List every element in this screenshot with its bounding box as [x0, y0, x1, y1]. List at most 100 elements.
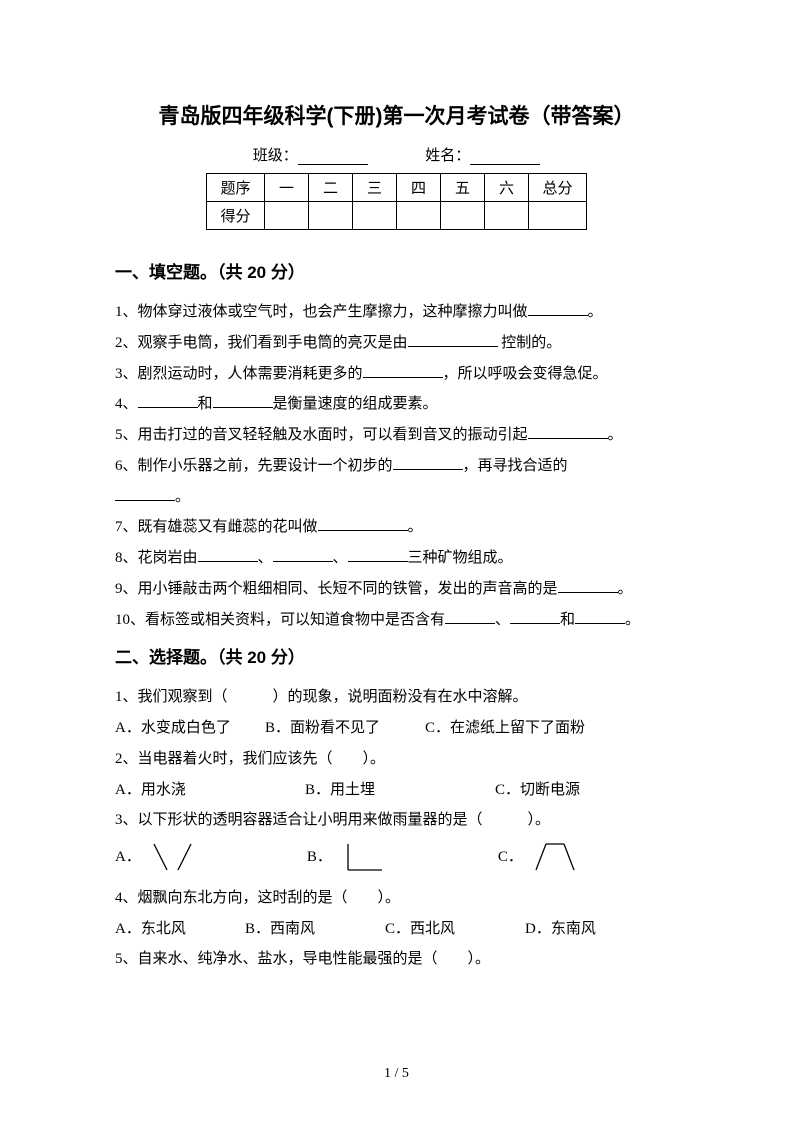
option-a-label[interactable]: A． — [115, 842, 141, 873]
fill-q1: 1、物体穿过液体或空气时，也会产生摩擦力，这种摩擦力叫做 。 — [115, 297, 678, 328]
fill-q8: 8、花岗岩由、、三种矿物组成。 — [115, 543, 678, 574]
score-label: 得分 — [207, 202, 265, 230]
choice-q3: 3、以下形状的透明容器适合让小明用来做雨量器的是（ ）。 — [115, 805, 678, 836]
choice-q2-options: A．用水浇 B．用土埋 C．切断电源 — [115, 775, 678, 806]
q-text: 和 — [198, 396, 213, 412]
fill-q10: 10、看标签或相关资料，可以知道食物中是否含有、和。 — [115, 605, 678, 636]
score-table: 题序 一 二 三 四 五 六 总分 得分 — [206, 173, 587, 230]
q-text: 。 — [175, 489, 190, 505]
q-text: 和 — [560, 612, 575, 628]
name-blank[interactable] — [470, 149, 540, 165]
score-cell[interactable] — [485, 202, 529, 230]
fill-q3: 3、剧烈运动时，人体需要消耗更多的 ，所以呼吸会变得急促。 — [115, 359, 678, 390]
q-text: ，再寻找合适的 — [463, 458, 568, 474]
q-text: 3、剧烈运动时，人体需要消耗更多的 — [115, 366, 363, 382]
blank-field[interactable] — [408, 331, 498, 347]
option-c[interactable]: C．在滤纸上留下了面粉 — [425, 713, 585, 744]
q-text: 10、看标签或相关资料，可以知道食物中是否含有 — [115, 612, 445, 628]
fill-q9: 9、用小锤敲击两个粗细相同、长短不同的铁管，发出的声音高的是 。 — [115, 574, 678, 605]
choice-q1: 1、我们观察到（ ）的现象，说明面粉没有在水中溶解。 — [115, 682, 678, 713]
blank-field[interactable] — [393, 454, 463, 470]
blank-field[interactable] — [115, 485, 175, 501]
blank-field[interactable] — [575, 608, 625, 624]
exam-title: 青岛版四年级科学(下册)第一次月考试卷（带答案） — [115, 100, 678, 130]
q-text: 1、物体穿过液体或空气时，也会产生摩擦力，这种摩擦力叫做 — [115, 304, 528, 320]
option-a[interactable]: A．水变成白色了 — [115, 713, 265, 744]
score-cell[interactable] — [529, 202, 587, 230]
q-text: 9、用小锤敲击两个粗细相同、长短不同的铁管，发出的声音高的是 — [115, 581, 558, 597]
q-text: 。 — [588, 304, 603, 320]
blank-field[interactable] — [213, 392, 273, 408]
q-text: 4、 — [115, 396, 138, 412]
q-text: ，所以呼吸会变得急促。 — [443, 366, 608, 382]
name-label: 姓名： — [425, 148, 470, 164]
blank-field[interactable] — [363, 362, 443, 378]
shape-b-icon — [340, 842, 388, 872]
q-text: 。 — [618, 581, 633, 597]
score-cell[interactable] — [265, 202, 309, 230]
option-b[interactable]: B．面粉看不见了 — [265, 713, 425, 744]
score-header-total: 总分 — [529, 174, 587, 202]
choice-q4: 4、烟飘向东北方向，这时刮的是（ ）。 — [115, 883, 678, 914]
fill-q7: 7、既有雄蕊又有雌蕊的花叫做。 — [115, 512, 678, 543]
choice-q2: 2、当电器着火时，我们应该先（ ）。 — [115, 744, 678, 775]
q-text: 是衡量速度的组成要素。 — [273, 396, 438, 412]
option-b[interactable]: B．用土埋 — [305, 775, 495, 806]
q-text: 7、既有雄蕊又有雌蕊的花叫做 — [115, 519, 318, 535]
q-text: 2、观察手电筒，我们看到手电筒的亮灭是由 — [115, 335, 408, 351]
fill-q6: 6、制作小乐器之前，先要设计一个初步的 ，再寻找合适的 。 — [115, 451, 678, 513]
option-a[interactable]: A．用水浇 — [115, 775, 305, 806]
score-header-col: 四 — [397, 174, 441, 202]
score-header-col: 六 — [485, 174, 529, 202]
q-text: 5、用击打过的音叉轻轻触及水面时，可以看到音叉的振动引起 — [115, 427, 528, 443]
q-text: 。 — [625, 612, 640, 628]
blank-field[interactable] — [318, 515, 408, 531]
score-cell[interactable] — [309, 202, 353, 230]
section-1-title: 一、填空题。（共 20 分） — [115, 258, 678, 283]
fill-q2: 2、观察手电筒，我们看到手电筒的亮灭是由 控制的。 — [115, 328, 678, 359]
option-c-label[interactable]: C． — [498, 842, 523, 873]
option-b[interactable]: B．西南风 — [245, 914, 385, 945]
score-cell[interactable] — [441, 202, 485, 230]
blank-field[interactable] — [445, 608, 495, 624]
class-blank[interactable] — [298, 149, 368, 165]
choice-q1-options: A．水变成白色了 B．面粉看不见了 C．在滤纸上留下了面粉 — [115, 713, 678, 744]
student-info-line: 班级： 姓名： — [115, 144, 678, 165]
section-2-title: 二、选择题。（共 20 分） — [115, 643, 678, 668]
score-header-col: 五 — [441, 174, 485, 202]
score-cell[interactable] — [353, 202, 397, 230]
blank-field[interactable] — [558, 577, 618, 593]
blank-field[interactable] — [348, 546, 408, 562]
choice-q4-options: A．东北风 B．西南风 C．西北风 D．东南风 — [115, 914, 678, 945]
option-b-label[interactable]: B． — [307, 842, 332, 873]
choice-q3-options: A． B． C． — [115, 842, 678, 873]
q-text: 控制的。 — [498, 335, 562, 351]
blank-field[interactable] — [138, 392, 198, 408]
option-c[interactable]: C．切断电源 — [495, 775, 580, 806]
table-row: 题序 一 二 三 四 五 六 总分 — [207, 174, 587, 202]
option-c[interactable]: C．西北风 — [385, 914, 525, 945]
class-label: 班级： — [253, 148, 298, 164]
blank-field[interactable] — [510, 608, 560, 624]
option-a[interactable]: A．东北风 — [115, 914, 245, 945]
score-header-col: 一 — [265, 174, 309, 202]
blank-field[interactable] — [528, 300, 588, 316]
q-text: 。 — [608, 427, 623, 443]
score-header-col: 二 — [309, 174, 353, 202]
blank-field[interactable] — [273, 546, 333, 562]
score-header-seq: 题序 — [207, 174, 265, 202]
shape-c-icon — [531, 842, 579, 872]
fill-q5: 5、用击打过的音叉轻轻触及水面时，可以看到音叉的振动引起 。 — [115, 420, 678, 451]
page-number: 1 / 5 — [0, 1066, 793, 1082]
table-row: 得分 — [207, 202, 587, 230]
q-text: 、 — [333, 550, 348, 566]
blank-field[interactable] — [198, 546, 258, 562]
q-text: 6、制作小乐器之前，先要设计一个初步的 — [115, 458, 393, 474]
q-text: 8、花岗岩由 — [115, 550, 198, 566]
option-d[interactable]: D．东南风 — [525, 914, 596, 945]
shape-a-icon — [149, 842, 197, 872]
blank-field[interactable] — [528, 423, 608, 439]
score-header-col: 三 — [353, 174, 397, 202]
score-cell[interactable] — [397, 202, 441, 230]
fill-q4: 4、 和 是衡量速度的组成要素。 — [115, 389, 678, 420]
